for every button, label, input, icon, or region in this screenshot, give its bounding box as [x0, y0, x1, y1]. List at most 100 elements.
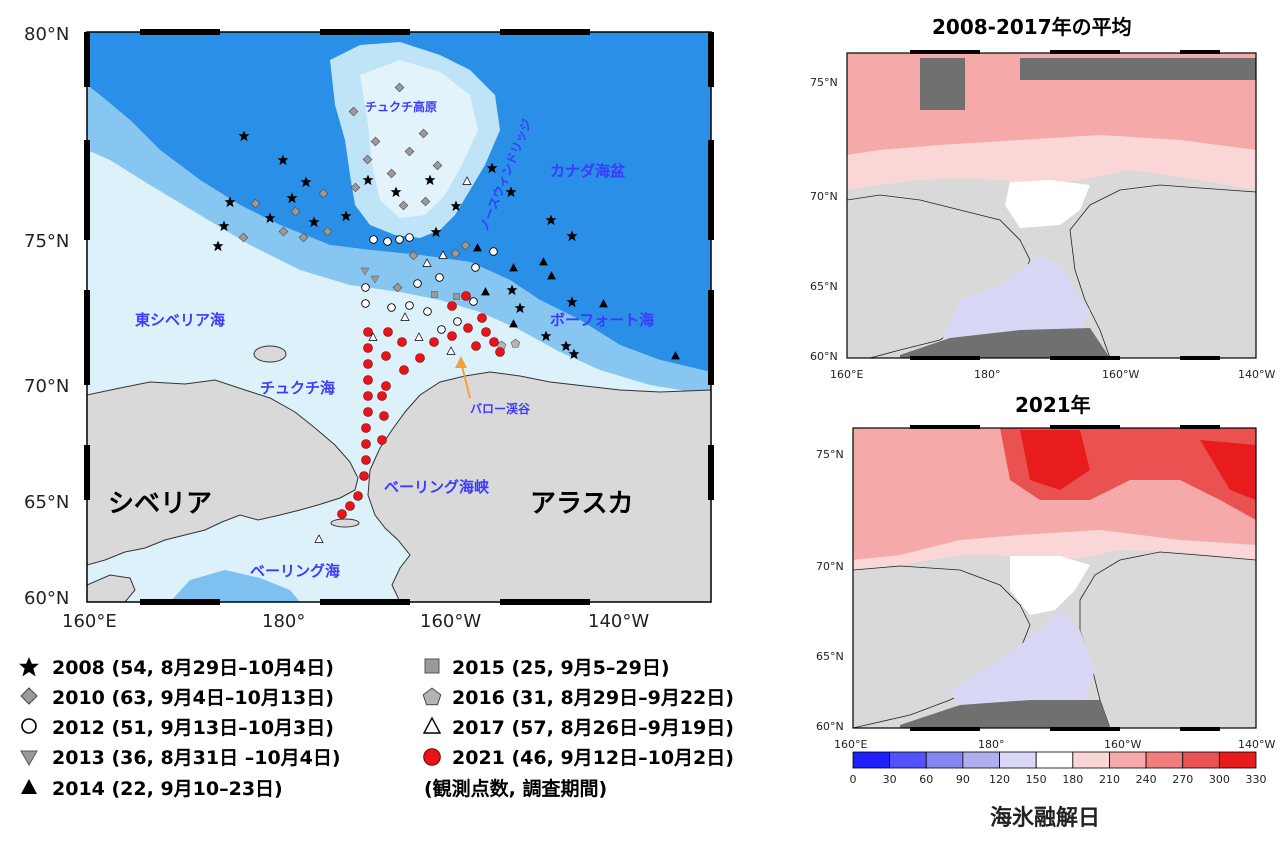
- colorbar-tick-label: 330: [1246, 773, 1267, 786]
- panel-top-land-gray: [920, 58, 1256, 110]
- legend-marker-2021: [423, 748, 441, 766]
- main-lat-60: 60°N: [24, 588, 69, 609]
- label-beaufort-sea: ボーフォート海: [550, 311, 654, 329]
- colorbar-swatch: [925, 751, 964, 769]
- colorbar-tick-label: 0: [850, 773, 857, 786]
- legend-2008: 2008 (54, 8月29日–10月4日): [52, 657, 334, 679]
- plateau-inner: [360, 60, 478, 218]
- panel-bottom-land-siberia: [853, 565, 1031, 728]
- panel-bottom-melt-light: [853, 530, 1256, 570]
- colorbar-swatch: [1072, 751, 1110, 769]
- panel-top-lon-140w: 140°W: [1238, 368, 1275, 381]
- mid-ocean: [87, 85, 711, 395]
- main-map-frame-ticks: [84, 29, 714, 605]
- panel-bottom-melt-white: [1010, 556, 1090, 615]
- panel-bottom-land-alaska: [1079, 551, 1256, 728]
- panel-top-melt-white: [1005, 180, 1090, 228]
- panel-top-lat-75: 75°N: [810, 76, 838, 89]
- colorbar: 0 30 60 90 120 150 180 210 240 270 300 330: [850, 751, 1267, 786]
- legend-2021: 2021 (46, 9月12日–10月2日): [452, 747, 734, 769]
- colorbar-tick-label: 60: [919, 773, 933, 786]
- legend-marker-2010: [20, 687, 38, 705]
- label-east-siberian-sea: 東シベリア海: [135, 311, 225, 329]
- colorbar-tick-label: 120: [989, 773, 1010, 786]
- colorbar-tick-label: 270: [1172, 773, 1193, 786]
- label-chukchi-sea: チュクチ海: [260, 379, 335, 397]
- panel-top-lat-70: 70°N: [810, 190, 838, 203]
- main-lat-70: 70°N: [24, 376, 69, 397]
- alaska-land: [367, 371, 711, 602]
- panel-top-lon-160w: 160°W: [1102, 368, 1139, 381]
- main-lat-65: 65°N: [24, 492, 69, 513]
- panel-top-lat-65: 65°N: [810, 280, 838, 293]
- panel-bottom-lon-160e: 160°E: [834, 738, 867, 751]
- colorbar-tick-label: 30: [883, 773, 897, 786]
- label-barrow-canyon: バロー渓谷: [470, 401, 531, 416]
- wrangel-island: [253, 345, 287, 363]
- label-canada-basin: カナダ海盆: [550, 162, 626, 180]
- colorbar-tick-label: 150: [1026, 773, 1047, 786]
- legend-2016: 2016 (31, 8月29日–9月22日): [452, 687, 734, 709]
- panel-bottom-melt-dark: [1020, 430, 1256, 500]
- legend-marker-2012: [21, 718, 37, 734]
- panel-bottom-lon-160w: 160°W: [1104, 738, 1141, 751]
- panel-top-bering-blue: [940, 255, 1090, 345]
- label-alaska: アラスカ: [530, 489, 633, 519]
- bering-deep: [170, 570, 300, 602]
- panel-bottom-bering-blue: [950, 610, 1095, 710]
- legend-2013: 2013 (36, 8月31日 –10月4日): [52, 747, 341, 769]
- siberia-land: [87, 379, 359, 566]
- main-lat-75: 75°N: [24, 231, 69, 252]
- colorbar-tick-label: 300: [1209, 773, 1230, 786]
- colorbar-swatch: [999, 751, 1037, 769]
- colorbar-tick-label: 210: [1099, 773, 1120, 786]
- panel-bottom-title: 2021年: [1015, 393, 1091, 417]
- main-lat-80: 80°N: [24, 24, 69, 45]
- main-lon-160e: 160°E: [62, 611, 117, 632]
- panel-top-lat-60: 60°N: [810, 350, 838, 363]
- label-chukchi-plateau: チュクチ高原: [365, 99, 437, 114]
- panel-bottom-lon-140w: 140°W: [1238, 738, 1275, 751]
- main-lon-140w: 140°W: [588, 611, 649, 632]
- legend-marker-2016: [422, 687, 442, 706]
- main-lon-160w: 160°W: [420, 611, 481, 632]
- legend-2012: 2012 (51, 9月13日–10月3日): [52, 717, 334, 739]
- panel-top-frame-ticks: [910, 50, 1220, 360]
- panel-top-lon-160e: 160°E: [830, 368, 863, 381]
- panel-top-title: 2008-2017年の平均: [932, 15, 1132, 39]
- panel-bottom-lon-180: 180°: [978, 738, 1005, 751]
- panel-top-melt-pink: [847, 135, 1256, 190]
- label-siberia: シベリア: [108, 489, 212, 519]
- colorbar-swatch: [1218, 751, 1257, 769]
- panel-bottom-lat-70: 70°N: [816, 560, 844, 573]
- legend-marker-2013: [20, 750, 38, 766]
- label-bering-strait: ベーリング海峡: [384, 478, 490, 496]
- legend: 2008 (54, 8月29日–10月4日) 2010 (63, 9月4日–10…: [19, 657, 734, 800]
- legend-marker-2008: [19, 657, 39, 677]
- legend-marker-2017: [423, 717, 441, 734]
- label-bering-sea: ベーリング海: [250, 562, 340, 580]
- panel-top-bering-gray: [900, 328, 1110, 358]
- legend-2010: 2010 (63, 9月4日–10月13日): [52, 687, 334, 709]
- colorbar-tick-label: 240: [1136, 773, 1157, 786]
- colorbar-swatch: [889, 751, 927, 769]
- barrow-canyon-arrowhead: [455, 356, 467, 368]
- colorbar-swatch: [1109, 751, 1147, 769]
- legend-marker-2014: [21, 779, 37, 794]
- colorbar-swatch: [962, 751, 1000, 769]
- panel-bottom-frame-ticks: [910, 425, 1220, 731]
- colorbar-swatch: [852, 751, 891, 769]
- panel-bottom-lat-60: 60°N: [816, 720, 844, 733]
- panel-top-land-alaska: [1069, 184, 1256, 358]
- colorbar-swatch: [1035, 751, 1074, 769]
- colorbar-swatch: [1182, 751, 1220, 769]
- panel-bottom-bering-gray: [900, 700, 1110, 728]
- legend-2015: 2015 (25, 9月5–29日): [452, 657, 670, 679]
- main-lon-180: 180°: [262, 611, 305, 632]
- legend-2014: 2014 (22, 9月10–23日): [52, 778, 283, 800]
- legend-marker-2015: [424, 658, 440, 674]
- colorbar-swatch: [1145, 751, 1184, 769]
- kamchatka-land: [87, 574, 136, 602]
- colorbar-tick-label: 180: [1062, 773, 1083, 786]
